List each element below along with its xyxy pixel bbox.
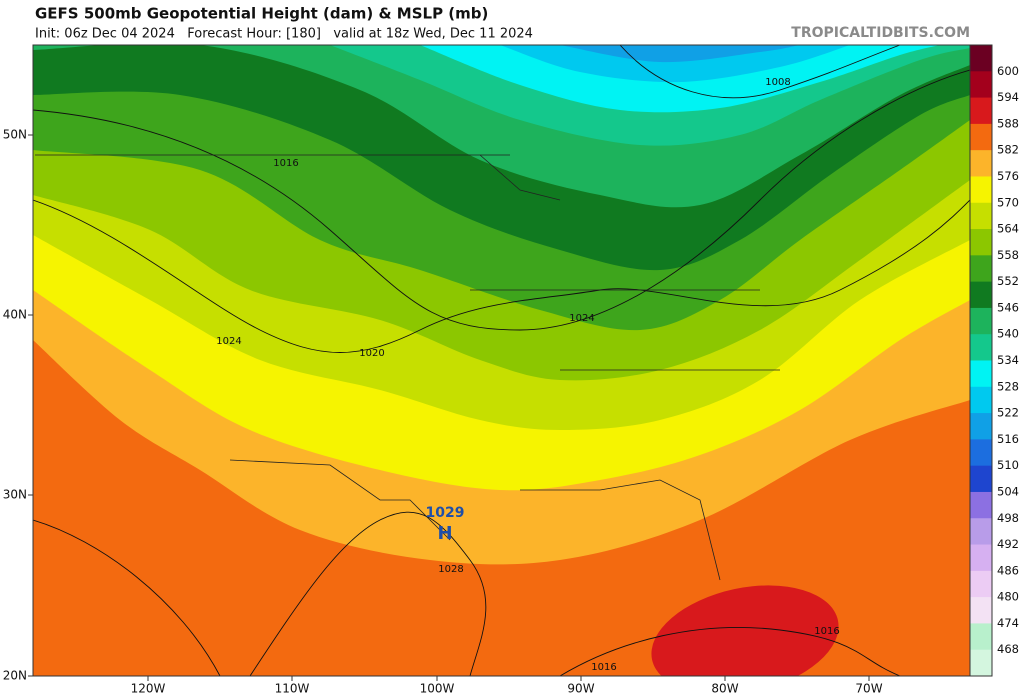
isobar-label: 1016 (591, 662, 616, 673)
colorbar-label: 558 (997, 248, 1019, 262)
isobars (33, 45, 970, 676)
colorbar-segment (970, 307, 992, 335)
colorbar-segment (970, 465, 992, 493)
colorbar-label: 498 (997, 511, 1019, 525)
colorbar-label: 564 (997, 222, 1019, 236)
high-pressure-value: 1029 (426, 505, 465, 521)
colorbar-label: 540 (997, 327, 1019, 341)
lat-label: 20N (3, 669, 27, 683)
colorbar-segment (970, 150, 992, 177)
colorbar-frame (969, 44, 993, 677)
colorbar-label: 480 (997, 590, 1019, 604)
colorbar-segment (970, 334, 992, 361)
colorbar-label: 570 (997, 195, 1019, 209)
colorbar-label: 600 (997, 64, 1019, 78)
map-labels: 1016 1024 1020 1024 1028 1016 1016 1008 1029 H (216, 77, 839, 673)
colorbar-segment (970, 439, 992, 467)
subtitle: Init: 06z Dec 04 2024 Forecast Hour: [18… (35, 27, 533, 42)
high-pressure-symbol: H (437, 523, 452, 544)
colorbar-label: 576 (997, 169, 1019, 183)
colorbar-label: 546 (997, 300, 1019, 314)
colorbar-segment (970, 97, 992, 125)
watermark: TROPICALTIDBITS.COM (791, 25, 970, 41)
colorbar-segment (970, 202, 992, 230)
title: GEFS 500mb Geopotential Height (dam) & M… (35, 5, 488, 23)
colorbar-label: 588 (997, 116, 1019, 130)
isobar-label: 1016 (273, 158, 298, 169)
colorbar-segment (970, 176, 992, 204)
band (33, 45, 970, 63)
isobar-label: 1024 (569, 313, 594, 324)
colorbar-segment (970, 360, 992, 388)
isobar-label: 1016 (814, 626, 839, 637)
colorbar-label: 528 (997, 379, 1019, 393)
isobar-label: 1020 (359, 348, 384, 359)
colorbar-label: 534 (997, 353, 1019, 367)
colorbar-label: 474 (997, 616, 1019, 630)
colorbar-segment (970, 649, 992, 677)
height-fill (33, 45, 970, 676)
colorbar-segment (970, 491, 992, 519)
colorbar-label: 594 (997, 90, 1019, 104)
colorbar-segment (970, 123, 992, 151)
colorbar-segment (970, 544, 992, 572)
lon-label: 120W (131, 682, 166, 696)
isobar-label: 1008 (765, 77, 790, 88)
colorbar-segment (970, 255, 992, 283)
lon-label: 100W (420, 682, 455, 696)
isobar-label: 1028 (438, 564, 463, 575)
colorbar-segment (970, 281, 992, 309)
colorbar-segment (970, 597, 992, 624)
colorbar-segment (970, 71, 992, 99)
colorbar-segment (970, 229, 992, 256)
colorbar-segment (970, 45, 992, 72)
colorbar-label: 582 (997, 143, 1019, 157)
lon-label: 70W (855, 682, 882, 696)
colorbar-segment (970, 518, 992, 546)
colorbar-label: 552 (997, 274, 1019, 288)
colorbar-segment (970, 386, 992, 414)
isobar-label: 1024 (216, 336, 241, 347)
lat-label: 50N (3, 128, 27, 142)
lat-label: 40N (3, 308, 27, 322)
colorbar-label: 522 (997, 406, 1019, 420)
colorbar-segment (970, 570, 992, 598)
band (651, 585, 839, 676)
lon-label: 110W (275, 682, 310, 696)
colorbar-segment (970, 413, 992, 440)
colorbar-label: 468 (997, 642, 1019, 656)
lat-label: 30N (3, 488, 27, 502)
colorbar-label: 492 (997, 537, 1019, 551)
colorbar-label: 510 (997, 458, 1019, 472)
colorbar-label: 516 (997, 432, 1019, 446)
colorbar-segment (970, 623, 992, 651)
colorbar-label: 486 (997, 563, 1019, 577)
colorbar-label: 504 (997, 484, 1019, 498)
lon-label: 80W (711, 682, 738, 696)
lon-label: 90W (567, 682, 594, 696)
